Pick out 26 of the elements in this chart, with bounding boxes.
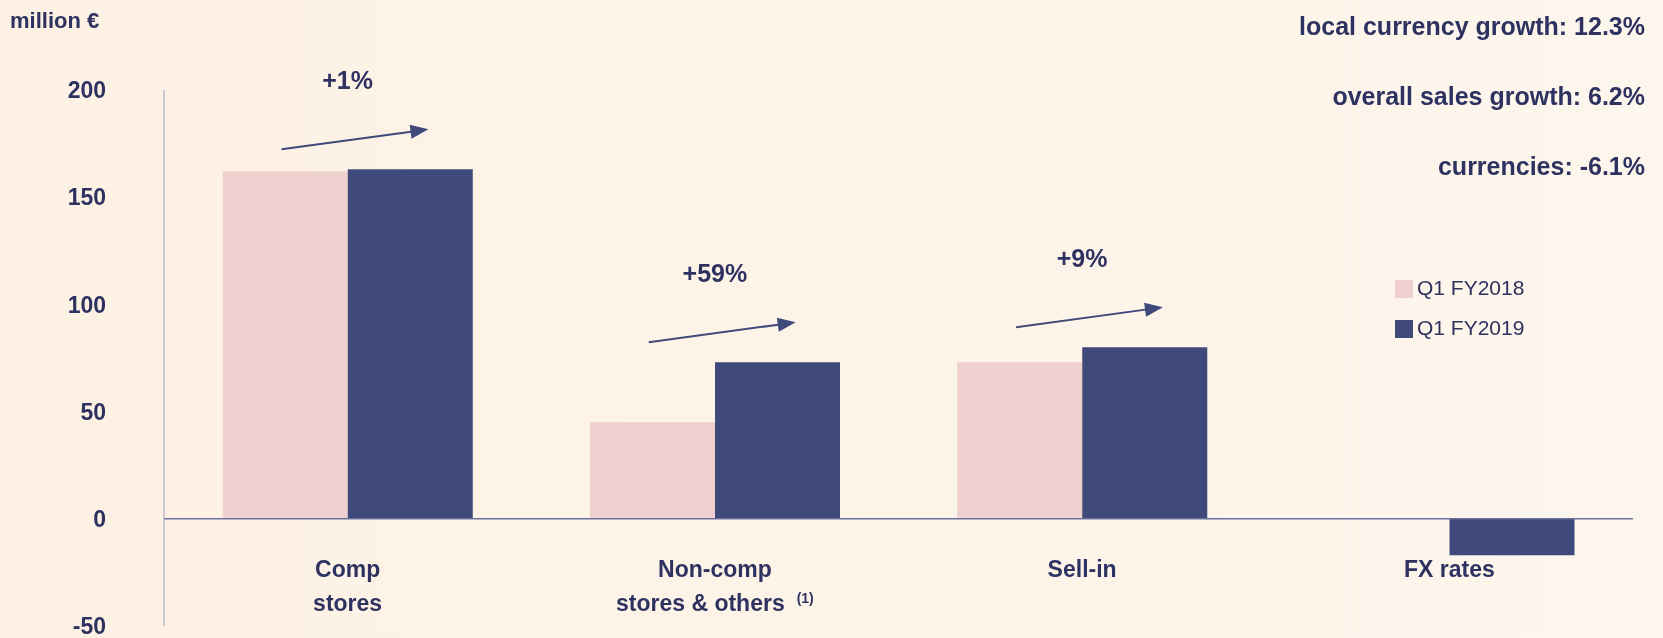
text: local currency growth: 12.3% <box>1299 12 1645 41</box>
bar <box>222 171 348 519</box>
bar <box>347 169 473 519</box>
x-tick-label: Sell-in <box>1047 555 1117 582</box>
bar <box>957 362 1083 519</box>
annotation: overall sales growth: 6.2% <box>1332 82 1645 111</box>
bar <box>1449 518 1575 556</box>
y-tick-label: 50 <box>80 398 106 425</box>
annotation: +1% <box>322 66 373 95</box>
annotation: +59% <box>682 259 748 288</box>
x-tick-label: Comp stores <box>313 555 383 616</box>
x-tick-label: Non-comp stores & others$^{(1)}$ <box>615 555 814 616</box>
y-tick-label: -50 <box>72 613 106 638</box>
legend-label: Q1 FY2018 <box>1417 276 1525 299</box>
bar <box>715 362 841 519</box>
y-tick-label: 200 <box>67 77 106 104</box>
bar <box>1082 347 1208 519</box>
annotation: +9% <box>1056 244 1108 273</box>
y-axis-title: million € <box>10 8 100 34</box>
x-tick-label: FX rates <box>1403 555 1495 582</box>
legend-label: Q1 FY2019 <box>1417 316 1525 339</box>
y-tick-label: 100 <box>67 291 106 318</box>
annotation: currencies: -6.1% <box>1437 152 1645 181</box>
y-tick-label: 150 <box>67 184 106 211</box>
y-tick-label: 0 <box>93 505 106 532</box>
bar <box>590 422 716 519</box>
